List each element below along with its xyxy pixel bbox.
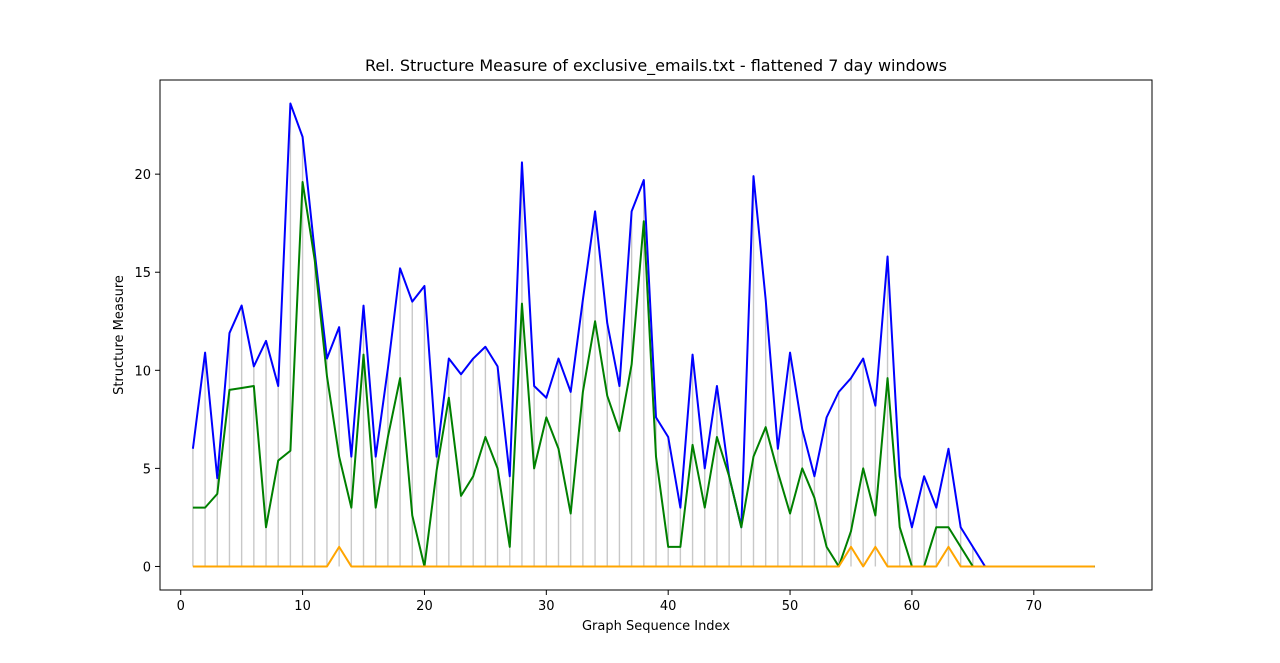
x-tick-label: 40	[660, 599, 677, 614]
plot-frame	[159, 79, 1153, 591]
x-tick-label: 30	[538, 599, 555, 614]
x-tick-label: 20	[416, 599, 433, 614]
chart-title: Rel. Structure Measure of exclusive_emai…	[365, 56, 947, 76]
y-tick-label: 10	[134, 364, 151, 379]
stem-lines	[192, 103, 974, 567]
y-tick-label: 5	[143, 462, 151, 477]
x-tick-label: 10	[294, 599, 311, 614]
x-tick-label: 50	[782, 599, 799, 614]
plot-area	[159, 79, 1153, 591]
series-line-1	[191, 102, 1095, 568]
y-tick-label: 0	[143, 560, 151, 575]
series-line-2	[192, 181, 1095, 568]
x-tick-label: 70	[1026, 599, 1043, 614]
x-tick-label: 0	[177, 599, 185, 614]
series-lines	[191, 102, 1095, 568]
y-tick-label: 20	[134, 168, 151, 183]
x-tick-label: 60	[904, 599, 921, 614]
y-axis: 0 5 10 15 20	[134, 168, 160, 575]
y-axis-label: Structure Measure	[112, 275, 127, 395]
series-line-3	[192, 545, 1095, 568]
x-axis: 0 10 20 30 40 50 60 70	[177, 590, 1042, 614]
y-tick-label: 15	[134, 266, 151, 281]
x-axis-label: Graph Sequence Index	[582, 619, 730, 634]
